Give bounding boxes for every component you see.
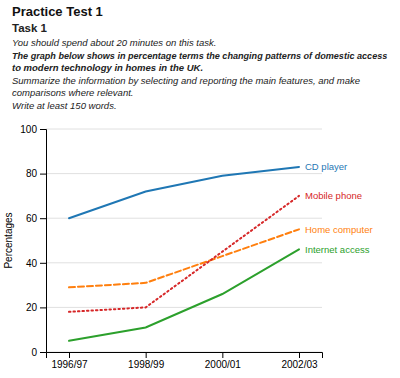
tick-label: 40 <box>26 258 38 269</box>
tick-mark <box>222 352 223 358</box>
plot: 0 20 40 60 80 100 1996/97 1998/99 2000/01 2002/03… <box>3 124 373 370</box>
grid-line <box>46 129 322 130</box>
line <box>69 229 299 287</box>
tick-mark <box>146 352 147 358</box>
tick-mark <box>40 307 46 308</box>
y-axis: 0 20 40 60 80 100 <box>20 124 46 358</box>
tick-label: 20 <box>26 302 38 313</box>
tick-mark <box>69 352 70 358</box>
series-label: CD player <box>305 161 347 172</box>
tick-mark <box>40 174 46 175</box>
axis-title: Percentages <box>3 212 14 268</box>
tick-mark <box>40 129 46 130</box>
tick-mark <box>40 218 46 219</box>
grid-line <box>46 307 322 308</box>
tick: 2002/03 <box>281 352 318 370</box>
tick: 1996/97 <box>51 352 88 370</box>
tick-label: 0 <box>31 347 37 358</box>
grid-line <box>46 218 322 219</box>
tick: 40 <box>26 258 46 269</box>
series-labels: CD player Home computer Internet access Mob… <box>305 161 373 255</box>
tick: 100 <box>20 124 46 135</box>
x-axis: 1996/97 1998/99 2000/01 2002/03 <box>47 352 323 370</box>
tick-mark <box>40 263 46 264</box>
tick-label: 1996/97 <box>51 359 88 370</box>
series-label: Mobile phone <box>305 190 362 201</box>
chart: Practice Test 1 Task 1 You should spend ab… <box>0 0 400 378</box>
lines <box>69 167 299 341</box>
line <box>69 196 299 312</box>
tick-label: 100 <box>20 124 37 135</box>
tick: 1998/99 <box>128 352 165 370</box>
subtitle: to modern technology in homes in the UK. <box>12 62 203 73</box>
subtitle: comparisons where relevant. <box>12 87 133 98</box>
tick: 2000/01 <box>205 352 242 370</box>
axis-line <box>40 130 47 353</box>
subtitle: Write at least 150 words. <box>12 100 117 111</box>
line <box>69 167 299 218</box>
subtitle: You should spend about 20 minutes on thi… <box>12 37 216 48</box>
tick-label: 2000/01 <box>205 359 242 370</box>
subtitle: Task 1 <box>12 22 48 34</box>
tick-label: 60 <box>26 213 38 224</box>
axis-line <box>47 353 323 359</box>
tick: 80 <box>26 168 46 179</box>
tick: 0 <box>31 347 46 358</box>
grid-line <box>46 173 322 174</box>
tick-mark <box>40 352 46 353</box>
tick-label: 1998/99 <box>128 359 165 370</box>
title: Practice Test 1 <box>12 4 103 19</box>
tick: 60 <box>26 213 46 224</box>
tick-mark <box>299 352 300 358</box>
line <box>69 249 299 340</box>
tick-label: 80 <box>26 168 38 179</box>
tick-label: 2002/03 <box>281 359 318 370</box>
series-label: Home computer <box>305 224 373 235</box>
grid <box>46 129 322 352</box>
tick: 20 <box>26 302 46 313</box>
subtitle: Summarize the information by selecting a… <box>12 75 360 86</box>
grid-line <box>46 262 322 263</box>
subtitle: The graph below shows in percentage term… <box>12 51 387 61</box>
series-label: Internet access <box>305 244 370 255</box>
